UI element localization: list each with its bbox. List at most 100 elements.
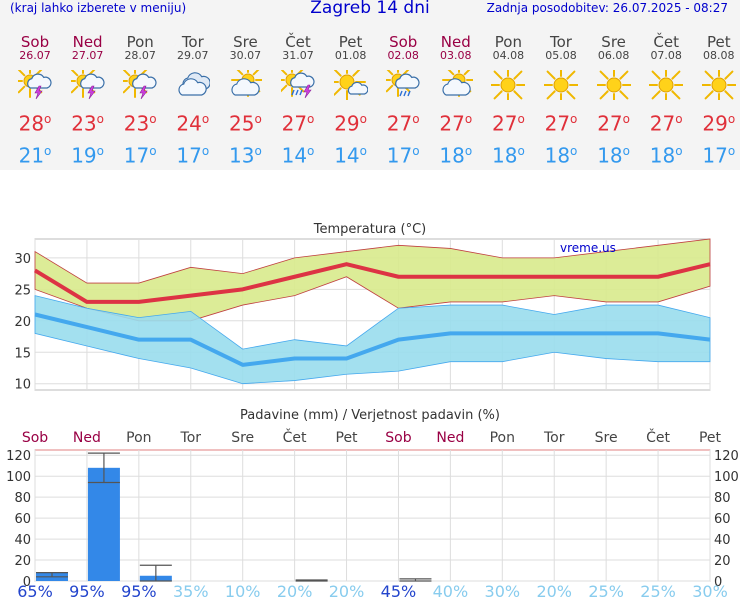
precip-bar [87,467,120,581]
day-name: Ned [72,33,103,51]
precip-day-label: Sre [595,430,618,446]
cloud-icon [176,70,211,100]
day-column: Pon 28.07 23o 17o [114,34,166,166]
precip-tick-right: 80 [714,491,731,506]
day-column: Pon 04.08 27o 18o [482,34,534,166]
day-column: Čet 07.08 27o 18o [640,34,692,166]
precip-day-label: Pon [490,430,515,446]
precip-tick-right: 120 [714,449,739,464]
sun-cloud-icon [439,63,476,100]
min-temp: 17o [386,143,420,168]
day-column: Pet 01.08 29o 14o [325,34,377,166]
min-temp-value: 21 [18,143,45,168]
min-temp: 17o [702,143,736,168]
precip-probability: 45% [381,582,417,600]
min-temp-range-band [34,295,711,385]
day-column: Čet 31.07 27o 14o [272,34,324,166]
day-date: 03.08 [440,49,472,62]
temp-tick-label: 20 [14,315,31,330]
max-temp-value: 27 [281,111,308,136]
max-temp: 27o [544,111,578,136]
day-date: 02.08 [387,49,419,62]
sun-cloud-rain-thunder-icon [275,63,315,100]
precip-tick-left: 120 [6,449,31,464]
forecast-summary-panel: (kraj lahko izberete v meniju) Zagreb 14… [0,0,740,170]
precip-probability: 30% [692,582,728,600]
precip-tick-left: 40 [14,533,31,548]
day-date: 29.07 [177,49,209,62]
temp-tick-label: 10 [14,378,31,393]
precip-probability: 95% [69,582,105,600]
min-temp-value: 17 [176,143,202,168]
min-temp-value: 18 [597,143,623,168]
precip-day-label: Čet [283,428,307,446]
temp-chart-title: Temperatura (°C) [313,222,426,237]
max-temp-value: 27 [597,111,623,136]
location-hint: (kraj lahko izberete v meniju) [10,1,187,15]
precip-day-label: Sob [22,430,48,446]
day-name: Pon [126,33,154,51]
max-temp: 27o [649,111,683,136]
precip-tick-left: 100 [6,470,31,485]
max-temp: 24o [176,111,210,136]
day-column: Ned 03.08 27o 18o [430,34,482,166]
max-temp-value: 29 [702,111,728,136]
day-name: Tor [550,33,572,51]
precip-probability: 40% [433,582,469,600]
max-temp-value: 27 [439,111,465,136]
min-temp-value: 13 [228,143,255,168]
min-temp: 13o [228,143,262,168]
precip-probability: 20% [536,582,572,600]
min-temp-value: 18 [544,143,571,168]
min-temp-line [34,312,711,367]
day-name: Pon [494,33,522,51]
day-name: Čet [653,33,679,51]
sun-cloud-thunder-icon [13,64,52,100]
max-temp: 28o [18,111,52,136]
max-temp: 23o [71,111,104,136]
precip-tick-right: 0 [714,575,722,590]
sun-cloud-thunder-icon [65,64,105,100]
max-temp-value: 28 [18,111,45,136]
min-temp: 14o [281,143,315,168]
day-date: 31.07 [282,49,314,62]
max-temp-value: 27 [491,111,518,136]
day-name: Čet [285,33,311,51]
min-temp: 19o [71,143,104,168]
precip-tick-right: 20 [714,554,731,569]
day-name: Pet [338,33,363,51]
max-temp-value: 27 [649,111,676,136]
sun-cloud-thunder-icon [118,64,157,100]
max-temp-value: 23 [123,111,150,136]
precip-day-label: Pet [336,430,359,446]
precip-probability: 20% [329,582,365,600]
day-date: 07.08 [650,49,682,62]
day-column: Sob 02.08 27o 17o [377,34,429,166]
precip-tick-left: 60 [14,512,31,527]
precip-day-label: Tor [180,430,202,446]
max-temp: 27o [491,111,525,136]
precip-probability: 25% [640,582,676,600]
min-temp-value: 18 [439,143,465,168]
temp-tick-label: 30 [14,252,31,267]
temp-tick-label: 15 [14,346,31,361]
max-temp-line [33,262,711,304]
max-temp: 27o [386,111,420,136]
min-temp-value: 17 [386,143,413,168]
precip-day-label: Sre [231,430,254,446]
precip-tick-right: 40 [714,533,731,548]
day-date: 26.07 [19,49,51,62]
precip-plot-area [34,449,711,582]
max-temp: 27o [439,111,473,136]
max-temp: 29o [702,111,736,136]
precip-probability: 95% [121,582,157,600]
precip-day-label: Ned [436,430,464,446]
day-date: 28.07 [124,49,156,62]
sun-icon [646,65,687,105]
precip-tick-left: 20 [14,554,31,569]
day-column: Sob 26.07 28o 21o [9,34,61,166]
day-date: 06.08 [597,49,630,62]
precip-day-label: Pon [126,430,151,446]
min-temp: 18o [649,143,683,168]
